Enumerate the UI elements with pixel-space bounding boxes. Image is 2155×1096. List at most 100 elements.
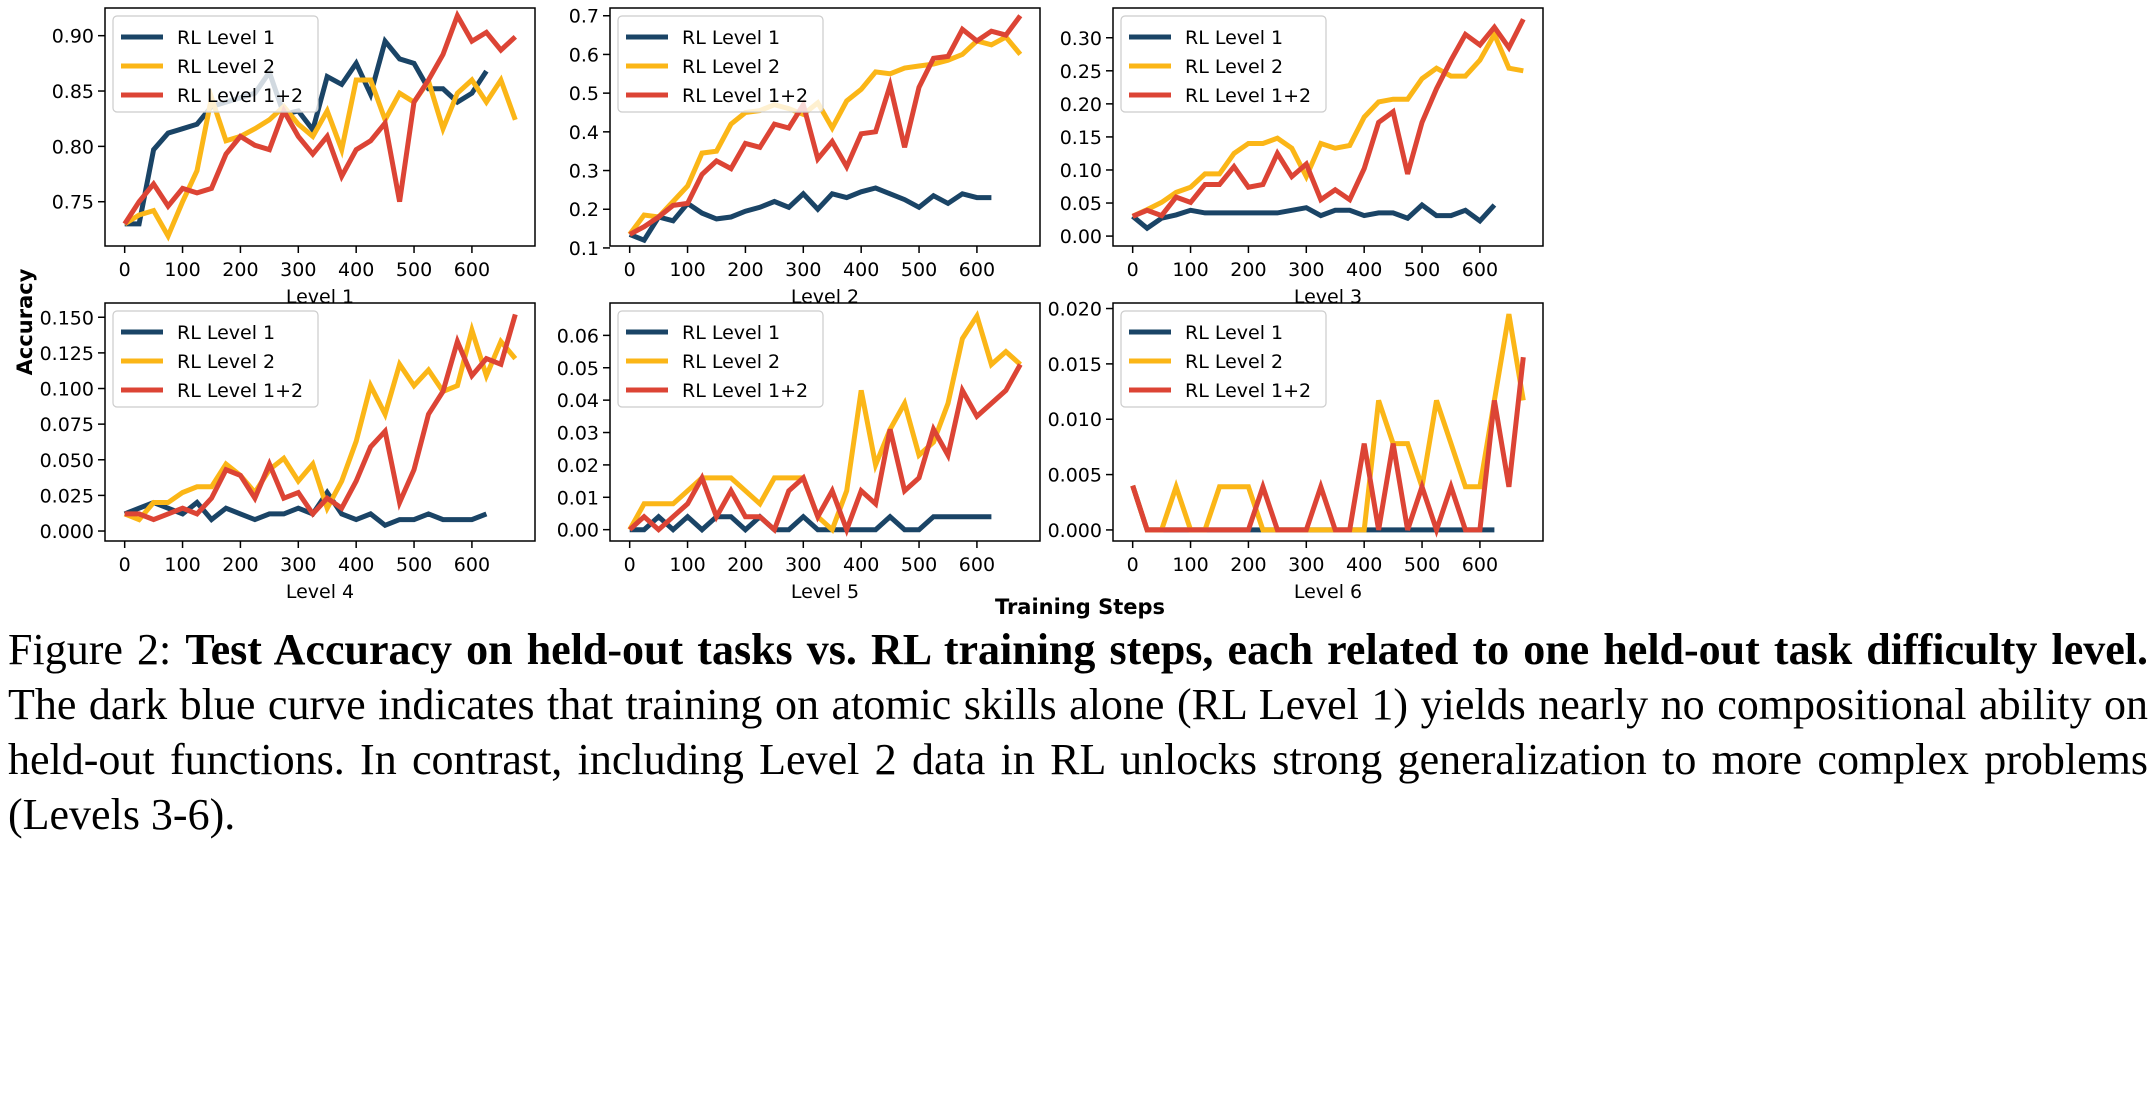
legend-label: RL Level 1+2: [1185, 85, 1311, 107]
caption-bold: Test Accuracy on held-out tasks vs. RL t…: [185, 625, 2149, 674]
plot-frame: [609, 302, 1041, 542]
series-line-rl-level-2: [1131, 28, 1524, 219]
legend: RL Level 1 RL Level 2 RL Level 1+2: [112, 310, 319, 408]
y-tick-label: 0.01: [557, 487, 599, 509]
plot-frame: [1112, 302, 1544, 542]
x-tick-label: 0: [1127, 554, 1139, 576]
y-tick-label: 0.00: [557, 520, 599, 542]
x-tick-label: 400: [338, 554, 374, 576]
legend-box: [112, 15, 319, 113]
x-tick-label: 300: [280, 259, 316, 281]
legend-box: [617, 310, 824, 408]
x-tick-label: 100: [669, 259, 705, 281]
subplot-3: 0 100 200 300 400 500 600 0.00 0.05 0.10 0.15 0.20 0…: [1060, 7, 1544, 308]
subplot-1: 0 100 200 300 400 500 600 0.75 0.80 0.85 0.90 Level…: [52, 7, 536, 308]
series-line-rl-level-1-2: [122, 9, 517, 226]
y-tick-label: 0.04: [557, 390, 599, 412]
x-tick-label: 200: [222, 554, 258, 576]
y-tick-label: 0.050: [40, 450, 94, 472]
x-tick-label: 300: [785, 554, 821, 576]
series-line-rl-level-1-2: [628, 363, 1023, 537]
y-tick-label: 0.6: [569, 44, 599, 66]
series-line-rl-level-1-2: [1130, 356, 1526, 538]
legend-label: RL Level 1: [682, 322, 780, 344]
plot-frame: [1112, 7, 1544, 247]
subplot-xlabel: Level 3: [1294, 286, 1362, 308]
subplot-6: 0 100 200 300 400 500 600 0.000 0.005 0.010 0.015 0…: [1048, 299, 1544, 603]
x-tick-label: 500: [901, 259, 937, 281]
x-tick-label: 100: [1172, 259, 1208, 281]
legend-label: RL Level 1+2: [177, 380, 303, 402]
subplot-5: 0 100 200 300 400 500 600 0.00 0.01 0.02 0.03 0.04 0…: [557, 302, 1041, 603]
x-tick-label: 0: [624, 554, 636, 576]
legend-label: RL Level 1: [1185, 27, 1283, 49]
legend-label: RL Level 1: [1185, 322, 1283, 344]
x-tick-label: 200: [1230, 554, 1266, 576]
x-tick-label: 400: [1346, 259, 1382, 281]
legend-label: RL Level 2: [177, 56, 275, 78]
subplot-2: 0 100 200 300 400 500 600 0.1 0.2 0.3 0.4 0.5 0.6 0.7…: [569, 6, 1041, 308]
y-tick-label: 0.85: [52, 81, 94, 103]
y-tick-label: 0.05: [1060, 193, 1102, 215]
y-tick-label: 0.020: [1048, 299, 1102, 321]
x-tick-label: 500: [1404, 259, 1440, 281]
y-tick-label: 0.100: [40, 379, 94, 401]
subplot-xlabel: Level 5: [791, 581, 859, 603]
subplot-xlabel: Level 4: [286, 581, 354, 603]
y-tick-label: 0.90: [52, 26, 94, 48]
legend-label: RL Level 1+2: [177, 85, 303, 107]
y-tick-label: 0.02: [557, 455, 599, 477]
legend-box: [1120, 310, 1327, 408]
plot-frame: [104, 302, 536, 542]
y-tick-label: 0.3: [569, 161, 599, 183]
legend-label: RL Level 2: [1185, 56, 1283, 78]
legend-box: [112, 310, 319, 408]
x-tick-label: 100: [164, 554, 200, 576]
legend-box: [617, 15, 824, 113]
series-line-rl-level-2: [123, 321, 518, 523]
plot-frame: [609, 7, 1041, 247]
x-tick-label: 0: [1127, 259, 1139, 281]
figure: Accuracy Training Steps 0 100 200 300 400 500…: [13, 6, 1544, 619]
legend-label: RL Level 1+2: [682, 85, 808, 107]
y-tick-label: 0.015: [1048, 354, 1102, 376]
y-tick-label: 0.4: [569, 122, 599, 144]
y-tick-label: 0.06: [557, 325, 599, 347]
series-line-rl-level-1: [123, 488, 488, 529]
x-tick-label: 400: [843, 554, 879, 576]
x-axis-label: Training Steps: [995, 595, 1165, 619]
y-tick-label: 0.80: [52, 136, 94, 158]
x-tick-label: 600: [1462, 259, 1498, 281]
x-tick-label: 300: [1288, 259, 1324, 281]
y-tick-label: 0.000: [40, 521, 94, 543]
x-tick-label: 100: [1172, 554, 1208, 576]
series-line-rl-level-1: [629, 513, 992, 534]
y-tick-label: 0.15: [1060, 127, 1102, 149]
x-tick-label: 200: [727, 554, 763, 576]
y-axis-label: Accuracy: [13, 268, 37, 375]
y-tick-label: 0.125: [40, 343, 94, 365]
y-tick-label: 0.2: [569, 199, 599, 221]
y-tick-label: 0.00: [1060, 226, 1102, 248]
series-line-rl-level-1-2: [124, 313, 518, 523]
x-tick-label: 200: [222, 259, 258, 281]
y-tick-label: 0.150: [40, 307, 94, 329]
legend-box: [1120, 15, 1327, 113]
series-line-rl-level-2: [123, 74, 518, 242]
x-tick-label: 500: [396, 554, 432, 576]
y-tick-label: 0.75: [52, 192, 94, 214]
legend-label: RL Level 1: [177, 27, 275, 49]
x-tick-label: 600: [454, 554, 490, 576]
subplot-xlabel: Level 6: [1294, 581, 1362, 603]
y-tick-label: 0.010: [1048, 409, 1102, 431]
series-line-rl-level-1: [628, 185, 992, 244]
y-tick-label: 0.25: [1060, 61, 1102, 83]
x-tick-label: 0: [119, 259, 131, 281]
subplot-xlabel: Level 2: [791, 286, 859, 308]
series-line-rl-level-1: [1131, 201, 1497, 232]
x-tick-label: 500: [396, 259, 432, 281]
subplot-xlabel: Level 1: [286, 286, 354, 308]
legend-label: RL Level 1+2: [682, 380, 808, 402]
plot-frame: [104, 7, 536, 247]
y-tick-label: 0.075: [40, 414, 94, 436]
